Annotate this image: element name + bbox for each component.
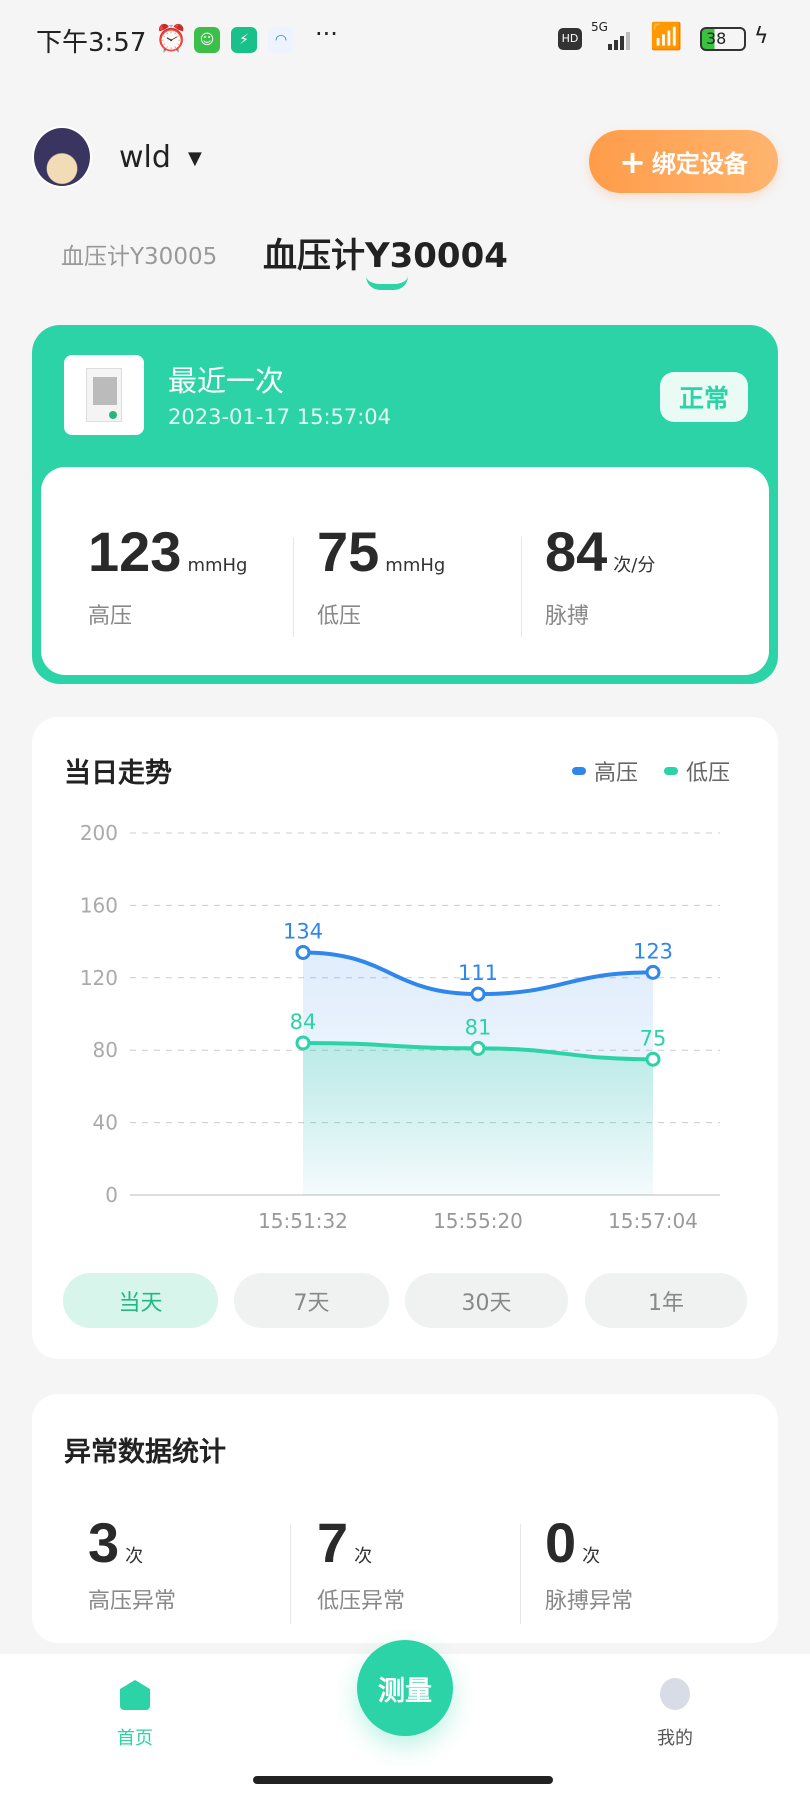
y-tick-label: 40 (93, 1111, 118, 1135)
browser-icon: ◠ (268, 27, 294, 53)
latest-measurement-card[interactable]: 最近一次 2023-01-17 15:57:04 正常 123 mmHg 高压 75… (32, 325, 778, 684)
tab-device-y30004[interactable]: 血压计Y30004 (263, 236, 508, 276)
systolic-abnormal-count: 3 (88, 1511, 120, 1574)
nav-home[interactable]: 首页 (100, 1670, 170, 1760)
hd-icon: HD (558, 28, 582, 50)
shield-icon: ⚡ (231, 27, 257, 53)
status-badge: 正常 (660, 372, 748, 422)
y-tick-label: 160 (80, 893, 118, 917)
legend-diastolic: 低压 (686, 761, 731, 786)
bind-device-label: 绑定设备 (651, 150, 748, 178)
data-label: 111 (458, 961, 498, 985)
signal-icon (592, 32, 638, 50)
data-label: 81 (465, 1015, 492, 1039)
nav-mine[interactable]: 我的 (640, 1670, 710, 1760)
charging-icon: ϟ (754, 24, 769, 49)
bind-device-button[interactable]: + 绑定设备 (589, 130, 778, 193)
chart-legend: 高压 低压 (572, 755, 730, 787)
data-point (470, 1040, 486, 1056)
diastolic-abnormal-count: 7 (317, 1511, 349, 1574)
status-time: 下午3:57 (36, 28, 147, 58)
device-image (64, 355, 144, 435)
divider (520, 1524, 521, 1624)
latest-datetime: 2023-01-17 15:57:04 (168, 405, 392, 429)
stat-pulse-abnormal: 0 次脉搏异常 (545, 1510, 765, 1615)
network-type: 5G (591, 20, 608, 34)
trend-title: 当日走势 (64, 758, 172, 789)
data-label: 134 (283, 919, 323, 943)
diastolic-value: 75 (317, 520, 380, 583)
data-label: 123 (633, 939, 673, 963)
range-1y-button[interactable]: 1年 (585, 1273, 747, 1328)
range-7d-button[interactable]: 7天 (234, 1273, 389, 1328)
data-point (295, 944, 311, 960)
avatar[interactable] (32, 126, 92, 188)
legend-swatch-diastolic (664, 767, 679, 775)
home-icon (120, 1680, 150, 1710)
systolic-abnormal-label: 高压异常 (88, 1589, 177, 1614)
data-label: 84 (290, 1010, 317, 1034)
latest-stats-panel: 123 mmHg 高压 75 mmHg 低压 84 次/分 脉搏 (41, 467, 769, 675)
data-point (295, 1035, 311, 1051)
stat-diastolic-abnormal: 7 次低压异常 (317, 1510, 537, 1615)
pulse-label: 脉搏 (545, 604, 590, 629)
x-tick-label: 15:57:04 (608, 1209, 698, 1233)
divider (290, 1524, 291, 1624)
stat-systolic-abnormal: 3 次高压异常 (88, 1510, 308, 1615)
systolic-value: 123 (88, 520, 182, 583)
pulse-abnormal-label: 脉搏异常 (545, 1589, 634, 1614)
more-icon: ··· (315, 20, 338, 48)
profile-icon (660, 1678, 690, 1710)
stat-systolic: 123 mmHg 高压 (88, 519, 308, 630)
chevron-down-icon[interactable]: ▼ (188, 148, 202, 169)
alarm-icon: ⏰ (155, 24, 188, 54)
y-tick-label: 80 (93, 1038, 118, 1062)
pulse-abnormal-count: 0 (545, 1511, 577, 1574)
abnormal-stats-card: 异常数据统计 3 次高压异常 7 次低压异常 0 次脉搏异常 (32, 1394, 778, 1643)
data-point (470, 986, 486, 1002)
y-tick-label: 120 (80, 966, 118, 990)
stat-diastolic: 75 mmHg 低压 (317, 519, 537, 630)
app-green-icon: ☺ (194, 27, 220, 53)
nav-mine-label: 我的 (657, 1728, 693, 1749)
battery-level: 38 (706, 29, 727, 48)
measure-button[interactable]: 测量 (357, 1640, 453, 1736)
data-point (645, 964, 661, 980)
range-30d-button[interactable]: 30天 (405, 1273, 568, 1328)
divider (293, 537, 294, 637)
trend-chart: 0 40 80 120 160 200 15:51:32 15:55:20 15:57:04 13… (80, 821, 720, 1233)
pulse-unit: 次/分 (613, 555, 656, 576)
x-tick-label: 15:55:20 (433, 1209, 523, 1233)
diastolic-unit: mmHg (385, 555, 446, 576)
legend-swatch-systolic (572, 767, 586, 775)
diastolic-label: 低压 (317, 604, 362, 629)
wifi-icon: 📶 (650, 22, 683, 52)
x-tick-label: 15:51:32 (258, 1209, 348, 1233)
plus-icon: + (619, 142, 646, 181)
latest-title: 最近一次 (168, 364, 285, 398)
y-tick-label: 0 (105, 1183, 118, 1207)
pulse-value: 84 (545, 520, 608, 583)
divider (521, 537, 522, 637)
home-indicator (253, 1776, 553, 1784)
systolic-label: 高压 (88, 604, 133, 629)
series-area-diastolic (303, 1042, 653, 1195)
data-label: 75 (640, 1026, 667, 1050)
data-point (645, 1051, 661, 1067)
count-unit: 次 (582, 1546, 601, 1567)
diastolic-abnormal-label: 低压异常 (317, 1589, 406, 1614)
count-unit: 次 (125, 1546, 144, 1567)
count-unit: 次 (354, 1546, 373, 1567)
systolic-unit: mmHg (187, 555, 248, 576)
legend-systolic: 高压 (594, 761, 639, 786)
tab-device-y30005[interactable]: 血压计Y30005 (61, 244, 218, 270)
nav-home-label: 首页 (117, 1728, 153, 1749)
battery-icon: 38 (700, 27, 746, 51)
active-tab-indicator (366, 276, 408, 290)
abnormal-title: 异常数据统计 (64, 1437, 226, 1468)
y-tick-label: 200 (80, 821, 118, 845)
username[interactable]: wld (119, 140, 171, 175)
stat-pulse: 84 次/分脉搏 (545, 519, 765, 630)
range-today-button[interactable]: 当天 (63, 1273, 218, 1328)
